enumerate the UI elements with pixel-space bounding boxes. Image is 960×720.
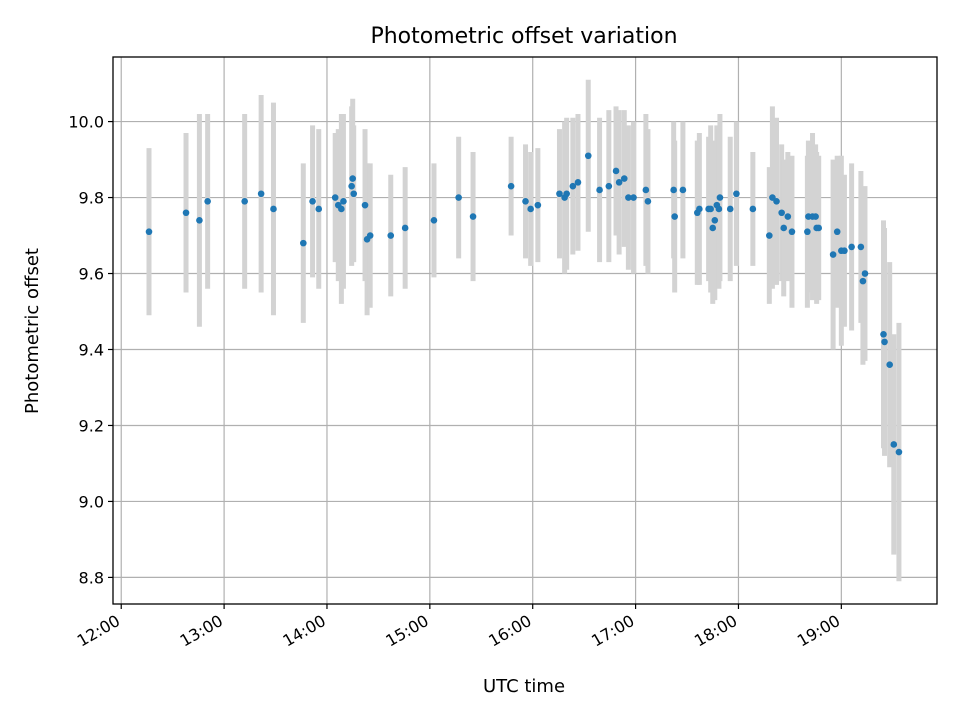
data-point [671,213,678,220]
data-point [527,205,534,213]
data-point [270,205,277,213]
data-point [707,205,714,213]
data-point [241,198,248,205]
data-point [709,224,717,232]
data-point [880,330,887,338]
data-point [534,201,542,209]
data-point [331,194,339,201]
data-point [596,186,603,194]
data-point [584,152,592,160]
data-point [522,198,529,205]
data-point [841,247,848,255]
data-point [715,205,723,213]
plot-frame [112,56,938,605]
y-tick-label: 9.8 [79,189,104,208]
data-point [615,179,623,186]
data-point [204,198,211,205]
data-point [833,228,841,236]
data-point [642,186,650,194]
data-point [711,217,719,224]
y-axis: 8.8 9.0 9.2 9.4 9.6 9.8 10.0 [68,113,113,587]
data-point [338,205,345,213]
data-point [890,441,898,448]
data-point [716,194,724,201]
data-point [556,190,563,198]
y-tick-label: 9.2 [79,416,104,435]
y-tick-label: 8.8 [79,568,104,587]
y-tick-label: 10.0 [68,113,104,132]
y-tick-label: 9.4 [79,340,104,359]
data-point [350,190,358,198]
data-point [300,239,307,247]
data-point [804,228,811,236]
data-point [361,201,369,209]
data-point [726,205,734,213]
data-point [829,251,837,258]
data-point [401,224,409,232]
y-tick-label: 9.6 [79,265,104,284]
data-point [315,205,323,213]
x-axis-label: UTC time [483,676,565,697]
data-point [733,190,740,198]
data-point [696,205,703,213]
data-point [257,190,265,198]
data-point [766,232,773,239]
data-point [784,213,792,220]
data-point [679,186,687,194]
data-point [366,232,374,239]
data-point [881,338,888,346]
data-point [749,205,757,213]
y-axis-label: Photometric offset [22,248,43,414]
data-point [857,243,865,251]
data-point [812,213,819,220]
data-point [507,182,515,190]
data-point [340,198,347,205]
data-point [670,186,677,194]
data-point [861,270,869,277]
data-point [309,198,316,205]
data-point [895,448,903,456]
data-point [182,209,190,217]
data-point [430,217,438,224]
data-point [815,224,822,232]
data-point [612,167,620,175]
data-point [196,217,203,224]
y-tick-label: 9.0 [79,492,104,511]
chart-title: Photometric offset variation [370,24,677,49]
data-point [630,194,637,201]
data-point [469,213,477,220]
data-point [455,194,462,201]
data-point [387,232,395,239]
data-point [886,361,893,368]
data-point [778,209,785,217]
data-point [349,175,356,182]
data-point [620,175,628,182]
data-point [348,182,355,190]
data-point [625,194,632,201]
data-point [563,190,570,198]
data-point [644,198,652,205]
data-points [145,152,903,456]
data-point [773,198,780,205]
data-point [780,224,788,232]
data-point [788,228,796,236]
data-point [145,228,153,236]
data-point [859,277,867,285]
data-point [569,182,577,190]
data-point [574,179,582,186]
data-point [605,182,613,190]
data-point [848,243,855,251]
